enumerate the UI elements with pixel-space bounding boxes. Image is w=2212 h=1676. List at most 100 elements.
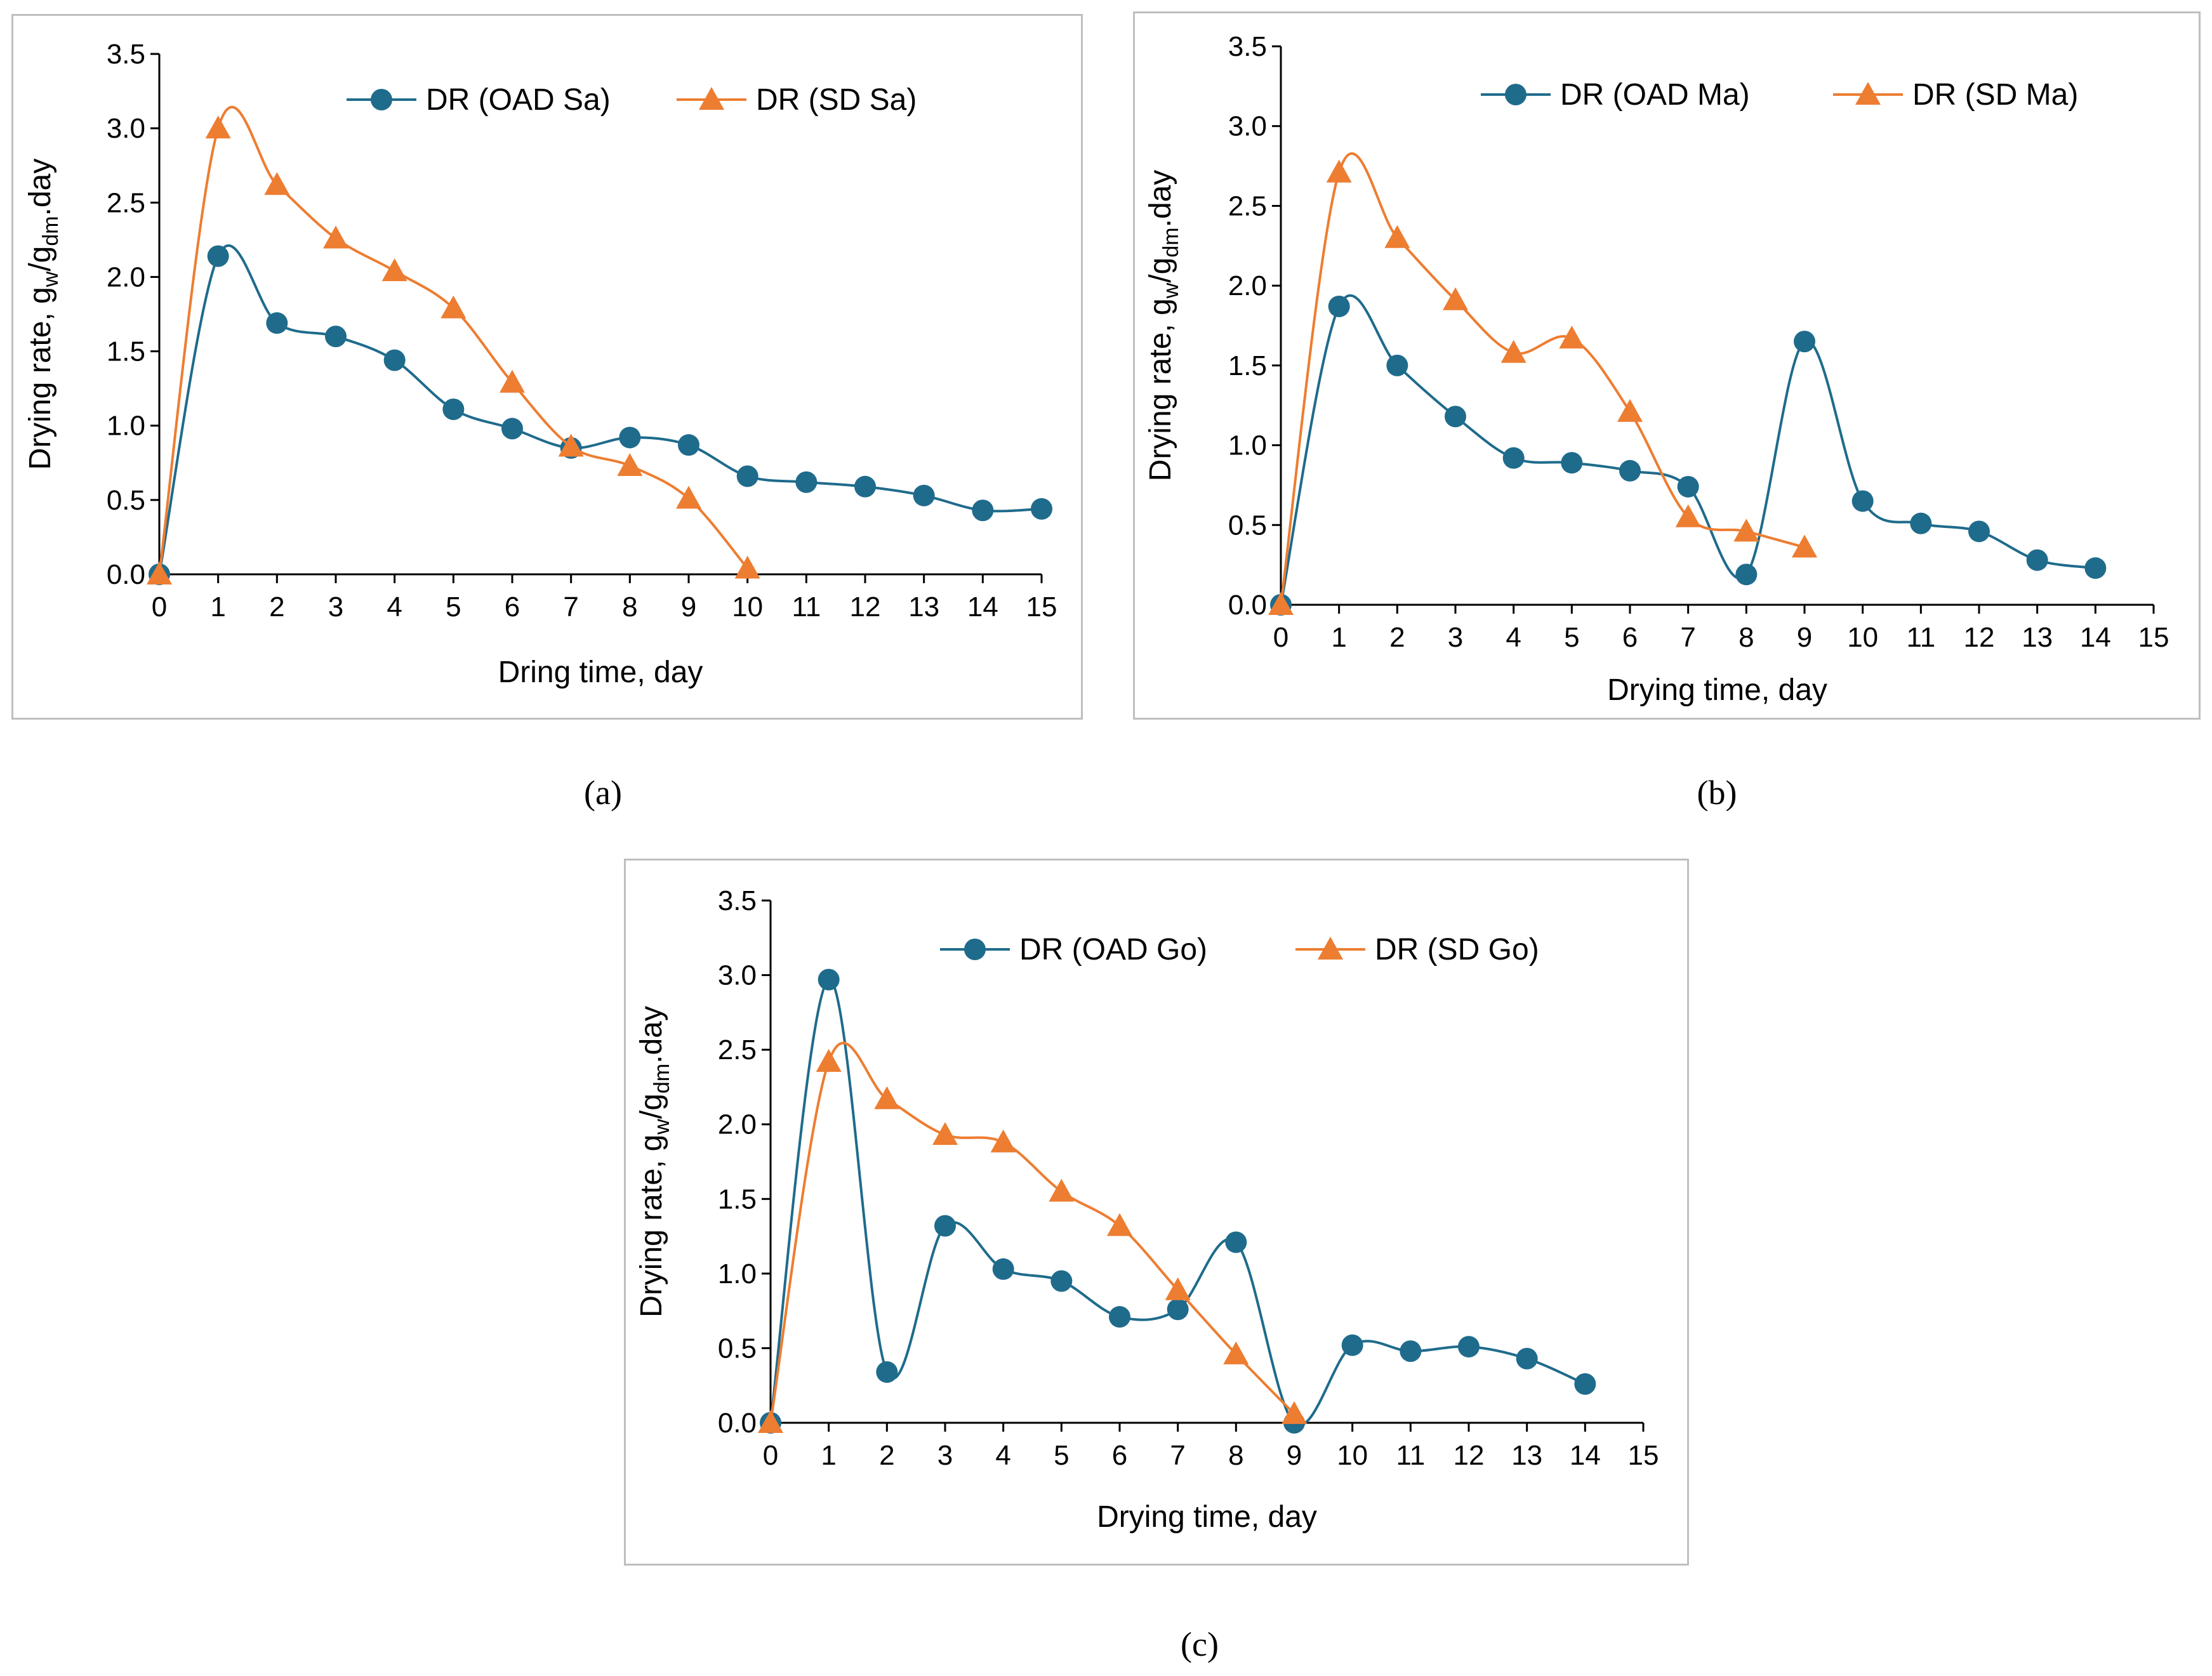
- data-point-oad: [1677, 475, 1699, 498]
- x-axis-title: Drying time, day: [1607, 673, 1827, 707]
- data-point-sd: [1268, 592, 1294, 615]
- data-point-oad: [1167, 1298, 1189, 1321]
- legend-label: DR (OAD Go): [1019, 933, 1207, 967]
- data-point-sd: [1675, 504, 1701, 527]
- x-tick-label: 3: [328, 591, 343, 623]
- data-point-sd: [1792, 534, 1817, 558]
- x-tick-label: 1: [1331, 622, 1346, 653]
- x-tick-label: 4: [1506, 622, 1521, 653]
- data-point-oad: [818, 968, 840, 991]
- series-line-sd: [769, 1041, 1295, 1423]
- data-point-sd: [500, 369, 525, 393]
- legend-label: DR (SD Ma): [1912, 78, 2078, 112]
- x-tick-label: 8: [622, 591, 637, 623]
- y-tick-label: 1.0: [1228, 430, 1267, 461]
- data-point-sd: [1443, 287, 1468, 310]
- data-point-sd: [758, 1410, 783, 1433]
- data-point-sd: [1049, 1178, 1075, 1202]
- y-tick-label: 1.0: [107, 411, 145, 442]
- series-line-oad: [1280, 294, 2096, 605]
- data-point-sd: [147, 562, 172, 584]
- x-tick-label: 12: [1454, 1440, 1485, 1471]
- x-tick-label: 7: [1170, 1440, 1185, 1471]
- y-tick-label: 0.5: [107, 485, 145, 516]
- data-point-oad: [1386, 354, 1408, 376]
- data-point-oad: [2084, 557, 2107, 579]
- y-tick-label: 0.5: [1228, 510, 1267, 541]
- data-point-oad: [913, 484, 935, 506]
- data-point-oad: [1794, 331, 1815, 353]
- data-point-oad: [1968, 520, 1990, 543]
- data-point-sd: [1165, 1277, 1191, 1300]
- x-tick-label: 15: [1628, 1440, 1659, 1471]
- data-point-oad: [972, 499, 994, 522]
- data-point-sd: [1107, 1213, 1132, 1236]
- x-tick-label: 1: [821, 1440, 836, 1471]
- data-point-oad: [1561, 452, 1583, 474]
- chart-panel-b: 0.0 0.5 1.0 1.5 2.0 2.5 3.0 3.5 0 1 2 3 4 5 6 7 8 9 10 11 12…: [1133, 11, 2201, 720]
- chart-panel-a: 0.0 0.5 1.0 1.5 2.0 2.5 3.0 3.5 0 1 2 3 4 5 6 7 8 9 10 11 12…: [11, 14, 1083, 720]
- data-point-oad: [383, 349, 406, 371]
- x-tick-label: 6: [1112, 1440, 1127, 1471]
- y-tick-label: 0.0: [107, 559, 145, 590]
- y-tick-label: 1.5: [1228, 350, 1267, 381]
- y-tick-label: 2.5: [107, 187, 145, 218]
- x-tick-label: 2: [269, 591, 284, 623]
- y-axis-title: Drying rate, gw/gdm.day: [635, 1006, 674, 1317]
- x-tick-label: 2: [879, 1440, 894, 1471]
- data-point-oad: [1851, 490, 1874, 512]
- x-tick-label: 14: [2080, 622, 2111, 653]
- data-point-oad: [1400, 1340, 1422, 1363]
- y-tick-label: 2.0: [718, 1109, 757, 1140]
- data-point-oad: [325, 326, 347, 348]
- legend-marker: [699, 87, 724, 110]
- data-point-oad: [736, 465, 758, 487]
- data-point-oad: [934, 1215, 956, 1237]
- data-point-oad: [1502, 447, 1525, 469]
- legend-label: DR (OAD Ma): [1560, 78, 1750, 112]
- data-point-sd: [1384, 225, 1410, 248]
- data-point-oad: [1328, 295, 1350, 317]
- data-point-sd: [874, 1086, 900, 1109]
- x-tick-label: 9: [1797, 622, 1812, 653]
- legend-marker: [371, 89, 392, 110]
- caption-b: (b): [1697, 774, 1737, 812]
- y-tick-label: 0.0: [718, 1408, 757, 1439]
- data-point-oad: [992, 1258, 1014, 1280]
- data-point-oad: [1341, 1334, 1363, 1356]
- x-tick-label: 10: [1847, 622, 1878, 653]
- data-point-sd: [617, 452, 643, 476]
- x-tick-label: 8: [1228, 1440, 1243, 1471]
- data-point-sd: [440, 295, 467, 319]
- chart-b-svg: 0.00.51.01.52.02.53.03.50 1 2 3 4 5 6 7 8 9 10 11 12…: [1144, 31, 2169, 707]
- chart-a-svg: 0.00.51.01.52.02.53.03.50 1 2 3 4 5 6 7 8 9 10 11 12…: [23, 39, 1057, 689]
- data-point-sd: [1733, 518, 1759, 542]
- x-tick-label: 11: [1906, 622, 1935, 653]
- data-point-oad: [1619, 459, 1641, 482]
- data-point-oad: [854, 475, 876, 498]
- data-point-sd: [1223, 1341, 1249, 1364]
- x-tick-label: 14: [967, 591, 998, 623]
- x-tick-label: 10: [732, 591, 763, 623]
- data-point-sd: [1326, 159, 1352, 183]
- data-point-oad: [1225, 1231, 1247, 1253]
- x-tick-label: 3: [937, 1440, 953, 1471]
- y-tick-label: 2.5: [718, 1034, 757, 1066]
- x-tick-label: 15: [1026, 591, 1057, 623]
- chart-c-svg: 0.00.51.01.52.02.53.03.50 1 2 3 4 5 6 7 8 9 10 11 12…: [635, 885, 1659, 1534]
- legend-label: DR (OAD Sa): [426, 83, 611, 117]
- y-axis-title: Drying rate, gw/gdm.day: [23, 159, 63, 470]
- data-point-sd: [1282, 1401, 1307, 1424]
- x-tick-label: 5: [1564, 622, 1579, 653]
- data-point-sd: [205, 115, 231, 139]
- caption-c: (c): [1181, 1625, 1219, 1663]
- x-tick-label: 9: [1287, 1440, 1302, 1471]
- data-point-sd: [1617, 399, 1643, 422]
- data-point-sd: [1500, 340, 1527, 363]
- data-point-sd: [381, 258, 407, 282]
- data-point-oad: [1574, 1373, 1596, 1395]
- y-tick-label: 3.0: [718, 960, 757, 991]
- caption-a: (a): [584, 774, 622, 812]
- data-point-oad: [442, 398, 465, 420]
- x-tick-label: 6: [1622, 622, 1638, 653]
